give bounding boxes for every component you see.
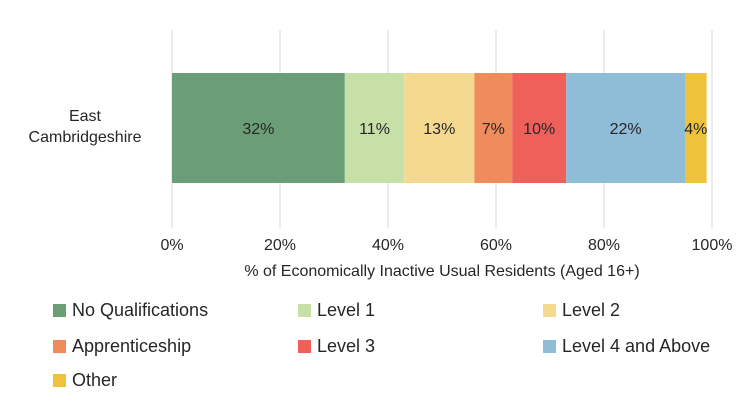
bar-segment [172,73,345,183]
legend-swatch [298,303,311,317]
bar-segment [404,73,475,183]
bar-segment [344,73,405,183]
bar-data-label: 11% [359,121,390,138]
legend-item-apprenticeship: Apprenticeship [53,334,191,358]
x-axis-label: % of Economically Inactive Usual Residen… [244,263,640,280]
x-tick-label: 0% [160,237,183,254]
category-label-line-2: Cambridgeshire [28,129,142,146]
legend-label: Apprenticeship [72,335,192,356]
x-tick-label: 60% [480,237,512,254]
bar-data-label: 10% [523,121,555,138]
legend-item-no-qualifications: No Qualifications [53,298,208,322]
bar-data-label: 32% [242,121,274,138]
bar-data-label: 22% [610,121,642,138]
legend-swatch [53,339,66,353]
x-tick-label: 20% [264,237,296,254]
x-tick-label: 40% [372,237,404,254]
x-tick-label: 100% [692,237,733,254]
category-label-line-1: East [68,108,101,125]
bar-data-label: 4% [684,121,707,138]
bar-data-label: 7% [482,121,505,138]
legend-label: Level 2 [562,299,621,320]
legend-item-level-4-and-above: Level 4 and Above [543,334,710,358]
legend-label: Level 3 [317,335,376,356]
legend-swatch [53,303,66,317]
legend-item-level-1: Level 1 [298,298,375,322]
legend: No Qualifications Level 1 Level 2 Appren… [53,298,737,394]
legend-swatch [543,303,556,317]
bar-segment [474,73,513,183]
legend-item-level-2: Level 2 [543,298,620,322]
legend-swatch [298,339,311,353]
legend-item-other: Other [53,368,117,392]
legend-label: Level 4 and Above [562,335,711,356]
legend-swatch [543,339,556,353]
bar-data-label: 13% [423,121,455,138]
bar-segment [685,73,707,183]
x-tick-label: 80% [588,237,620,254]
category-label: East Cambridgeshire [20,106,150,148]
legend-item-level-3: Level 3 [298,334,375,358]
legend-swatch [53,373,66,387]
bar-segment [512,73,567,183]
legend-label: Other [72,369,118,390]
legend-label: No Qualifications [72,299,209,320]
legend-label: Level 1 [317,299,376,320]
bar-segment [566,73,685,183]
